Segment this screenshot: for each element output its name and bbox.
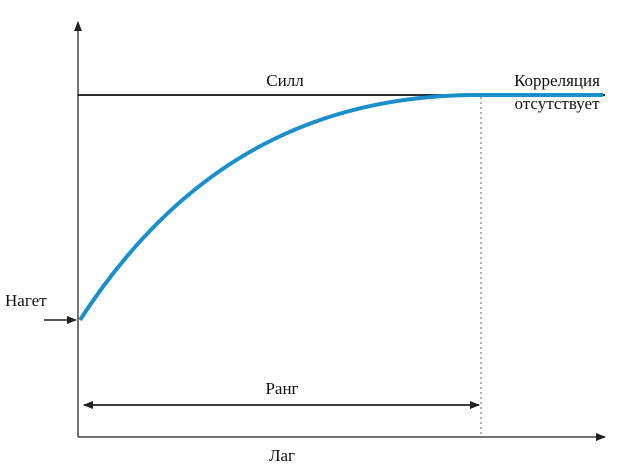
- range-label: Ранг: [265, 379, 298, 398]
- no-correlation-label: Корреляция: [514, 71, 600, 90]
- no-correlation-label: отсутствует: [514, 94, 600, 113]
- lag-label: Лаг: [269, 446, 295, 465]
- sill-label: Силл: [266, 71, 304, 90]
- nugget-label: Нагет: [5, 291, 47, 310]
- variogram-curve: [78, 93, 603, 322]
